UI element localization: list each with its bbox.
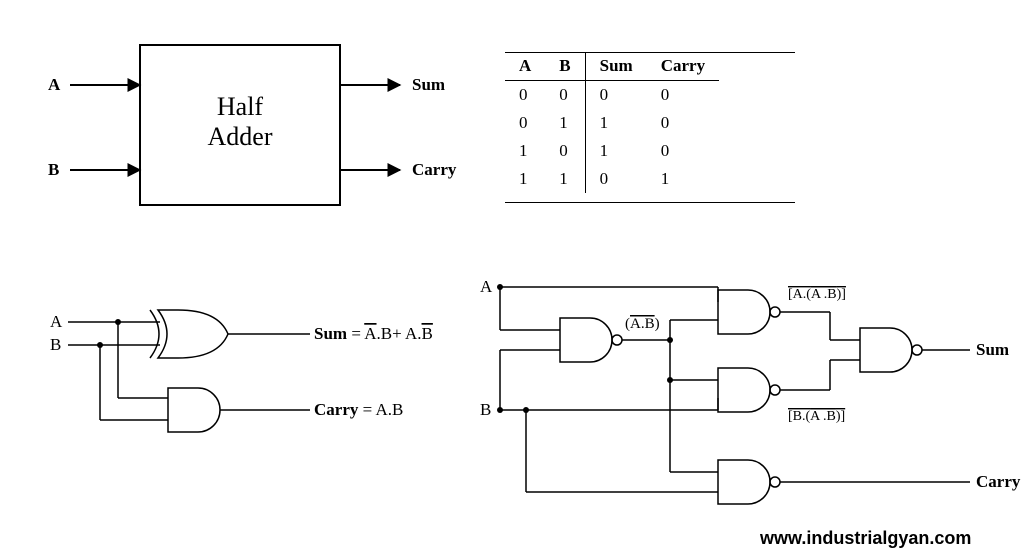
nand-gate-2-top-icon [718, 290, 780, 334]
block-carry-label: Carry [412, 160, 457, 179]
nand2-bot-label: [B.(A .B)] [788, 409, 845, 424]
carry-equation: Carry = A.B [314, 400, 403, 419]
xor-a-label: A [50, 312, 63, 331]
and-gate-icon [168, 388, 220, 432]
table-row: 0 1 1 0 [505, 109, 719, 137]
block-diagram: Half Adder A B Sum Carry [0, 0, 480, 240]
watermark: www.industrialgyan.com [760, 528, 971, 549]
table-border-top [505, 52, 795, 53]
sum-equation: Sum = A.B+ A.B [314, 324, 433, 343]
table-row: 0 0 0 0 [505, 81, 719, 110]
th-b: B [545, 52, 585, 81]
nand-carry-label: Carry [976, 472, 1021, 491]
table-row: 1 0 1 0 [505, 137, 719, 165]
block-b-label: B [48, 160, 59, 179]
block-sum-label: Sum [412, 75, 445, 94]
nand2-top-label: [A.(A .B)] [788, 287, 846, 302]
xor-b-label: B [50, 335, 61, 354]
th-a: A [505, 52, 545, 81]
th-carry: Carry [647, 52, 719, 81]
xor-and-circuit: A B Sum = A.B+ A.B Carry = A.B [0, 270, 470, 540]
nand-gate-1-icon [560, 318, 622, 362]
xor-gate-icon [150, 310, 228, 358]
nand-sum-label: Sum [976, 340, 1009, 359]
block-title-2: Adder [208, 122, 273, 151]
nand-gate-carry-icon [718, 460, 780, 504]
nand-circuit: A B (A.B) [A.(A .B)] [B.( [470, 260, 1024, 560]
block-a-label: A [48, 75, 61, 94]
table-row: 1 1 0 1 [505, 165, 719, 193]
nand-a-label: A [480, 277, 493, 296]
nand1-label: (A.B) [625, 316, 660, 332]
table-header: A B Sum Carry [505, 52, 719, 81]
truth-table: A B Sum Carry 0 0 0 0 0 1 1 0 1 0 1 0 1 … [505, 52, 719, 193]
nand-gate-2-bot-icon [718, 368, 780, 412]
th-sum: Sum [585, 52, 647, 81]
block-title-1: Half [217, 92, 264, 121]
nand-b-label: B [480, 400, 491, 419]
table-border-bottom [505, 202, 795, 203]
nand-gate-3-icon [860, 328, 922, 372]
